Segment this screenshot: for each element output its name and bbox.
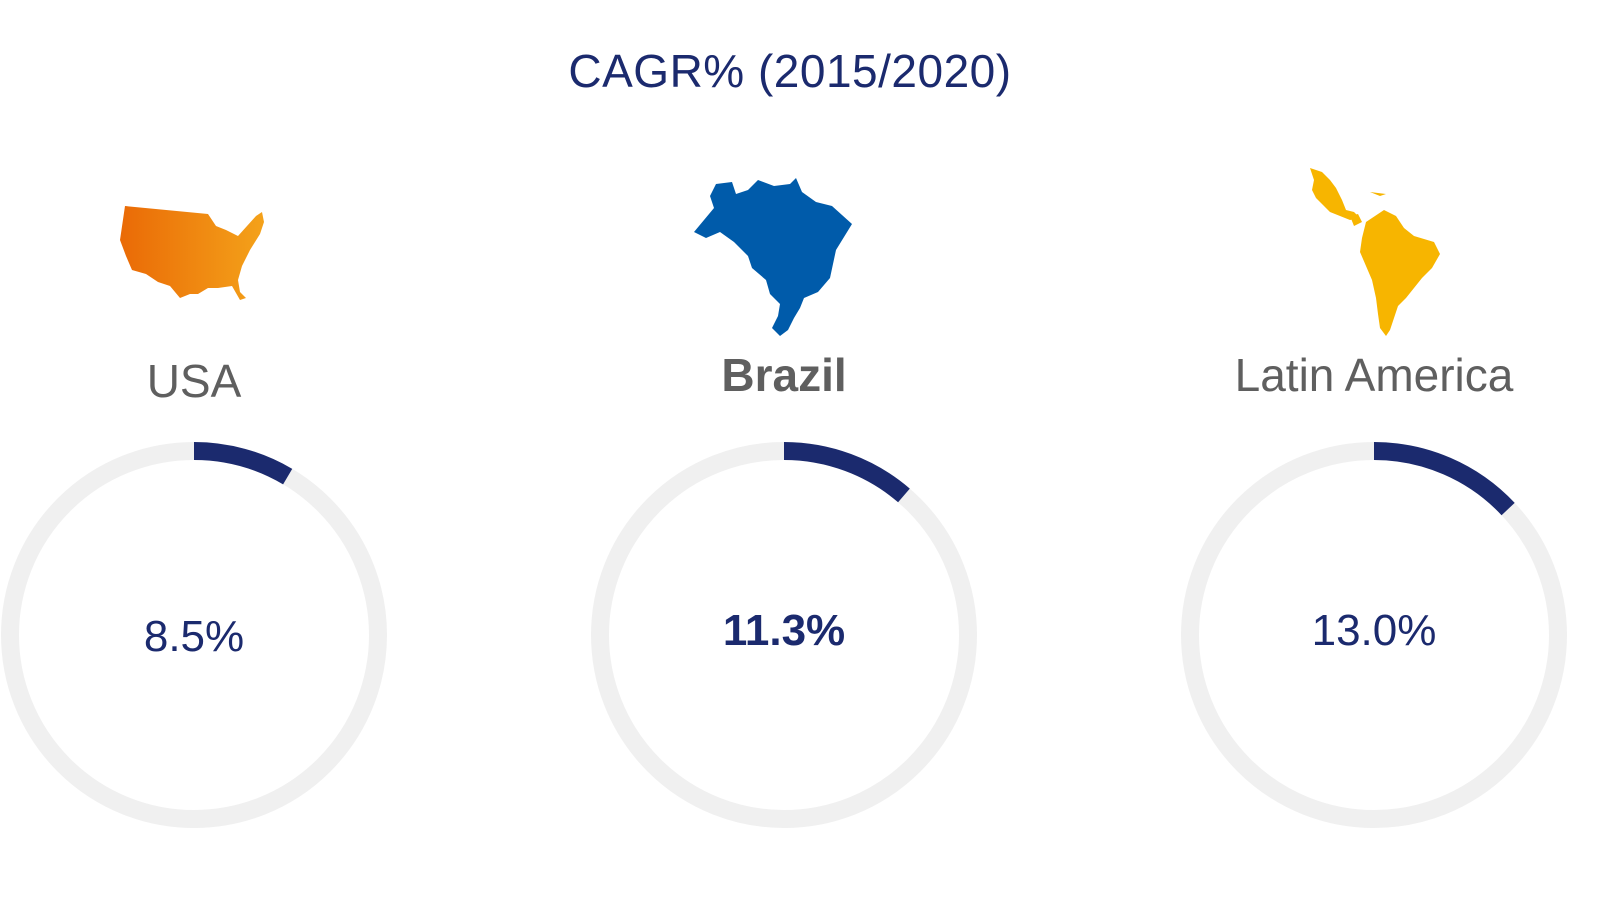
region-label-usa: USA bbox=[146, 355, 242, 407]
region-panel-latin-america: Latin America 13.0% bbox=[1174, 0, 1574, 900]
value-label-brazil: 11.3% bbox=[722, 606, 846, 655]
ring-progress-arc bbox=[193, 442, 293, 485]
chart-title: CAGR% (2015/2020) bbox=[568, 45, 1012, 97]
progress-ring-latin-america bbox=[1181, 442, 1567, 828]
progress-ring-brazil bbox=[591, 442, 977, 828]
value-label-usa: 8.5% bbox=[143, 612, 245, 661]
region-panel-brazil: Brazil 11.3% bbox=[584, 0, 984, 900]
progress-ring-usa bbox=[1, 442, 387, 828]
region-label-brazil: Brazil bbox=[721, 349, 847, 401]
value-label-latin-america: 13.0% bbox=[1311, 606, 1437, 655]
brazil-map-icon bbox=[694, 178, 852, 336]
region-label-latin-america: Latin America bbox=[1234, 349, 1514, 401]
usa-map-icon bbox=[120, 206, 264, 300]
ring-progress-arc bbox=[1373, 442, 1515, 516]
latin-america-map-icon bbox=[1310, 168, 1440, 336]
ring-progress-arc bbox=[783, 442, 910, 503]
region-panel-usa: USA 8.5% bbox=[0, 0, 394, 900]
